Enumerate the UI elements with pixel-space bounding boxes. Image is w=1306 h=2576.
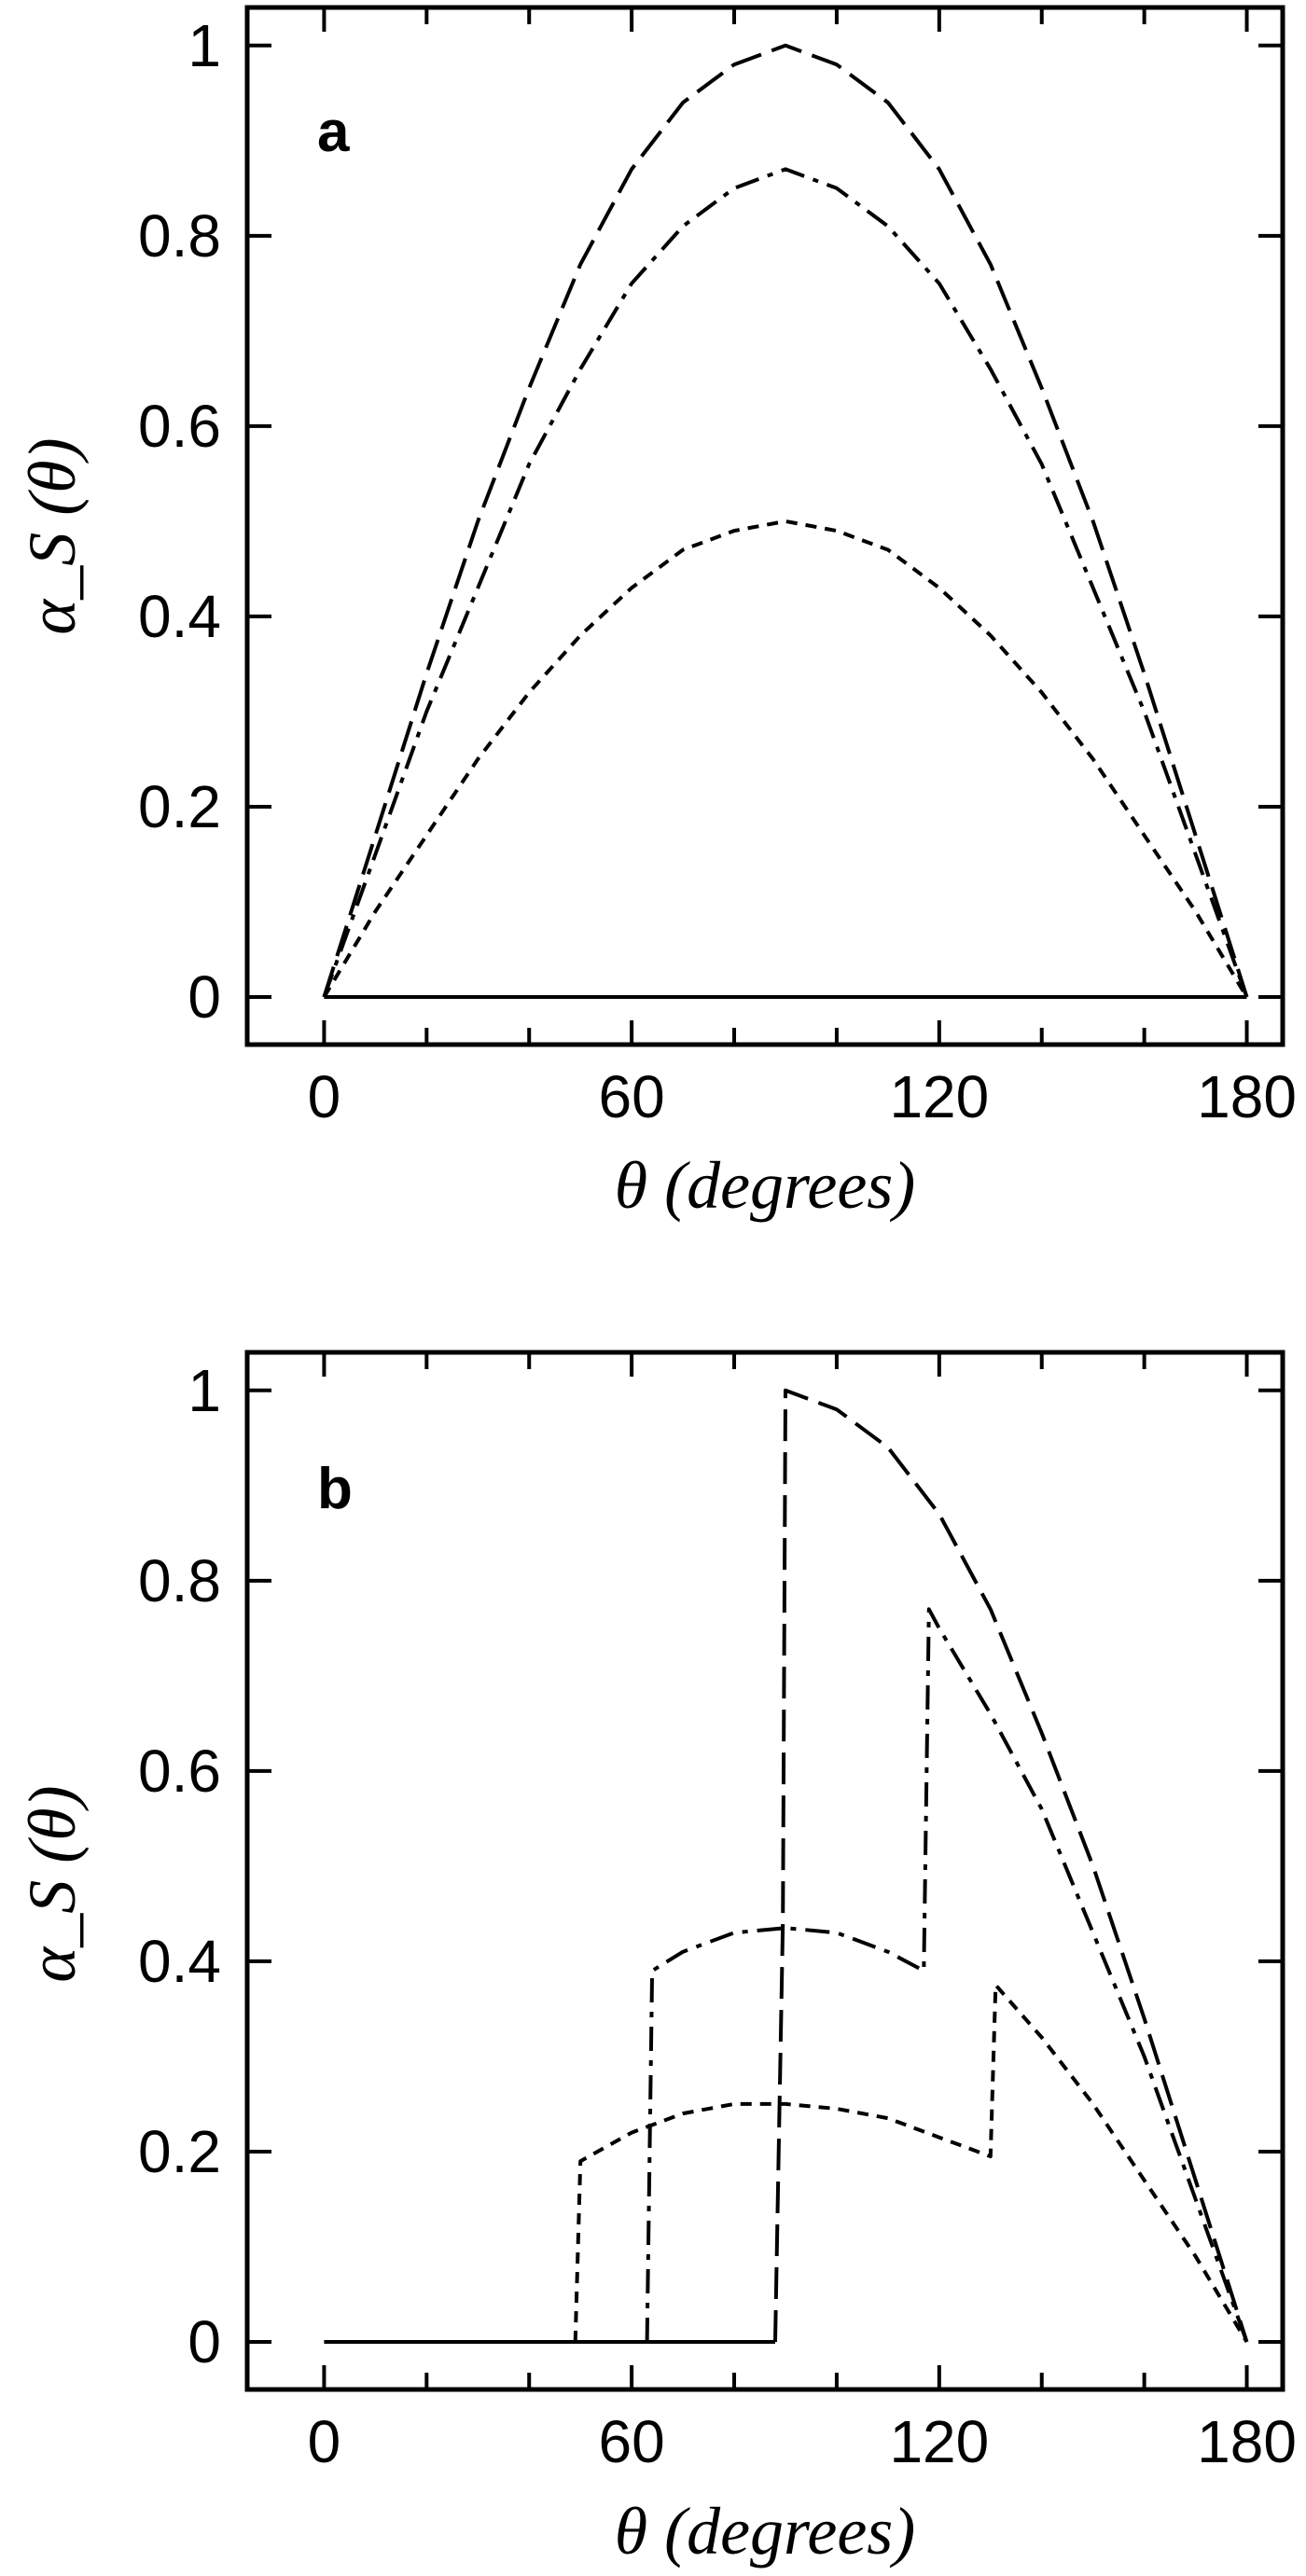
series-long-dash [322,43,1249,998]
y-tick-label: 0.6 [138,393,221,460]
y-tick-label: 0.2 [138,773,221,840]
y-tick-label: 0.6 [138,1738,221,1805]
panel-a-frame [244,5,1285,1047]
series-long-dash [773,1388,1249,2343]
y-tick-label: 0.2 [138,2118,221,2185]
panel-b-letter: b [317,1457,353,1521]
x-tick-label: 120 [889,2408,989,2475]
x-tick-label: 180 [1197,1063,1297,1130]
panel-a-ylabel: α_S (θ) [15,437,90,634]
y-tick-label: 0.8 [138,202,221,270]
panel-a-ticks: 0 60 120 180 0 0.2 0.4 0.6 0.8 1 [138,7,1297,1130]
panel-a-series [322,43,1249,999]
y-tick-label: 0.4 [138,583,221,650]
panel-b-series [324,1388,1249,2344]
x-tick-label: 60 [599,1063,665,1130]
panel-b-ticks: 0 60 120 180 0 0.2 0.4 0.6 0.8 1 [138,1352,1297,2475]
panel-a: a 0 60 120 180 0 0.2 0.4 0.6 0.8 1 θ (degrees) α_… [15,5,1297,1223]
panel-b-frame [244,1350,1285,2392]
series-short-dash [573,1983,1249,2344]
y-tick-label: 1 [188,12,221,79]
x-tick-label: 0 [308,1063,341,1130]
x-tick-label: 120 [889,1063,989,1130]
y-tick-label: 0.4 [138,1928,221,1995]
panel-a-xlabel: θ (degrees) [615,1148,916,1223]
series-dash-dot [322,167,1249,998]
series-dash-dot [645,1607,1249,2343]
series-short-dash [322,519,1249,999]
panel-b: b 0 60 120 180 0 0.2 0.4 0.6 0.8 1 θ (degrees) α_… [15,1350,1297,2569]
panel-b-ylabel: α_S (θ) [15,1785,90,1982]
panel-a-letter: a [317,100,350,164]
y-tick-label: 0 [188,963,221,1031]
x-tick-label: 60 [599,2408,665,2475]
y-tick-label: 0.8 [138,1547,221,1614]
x-tick-label: 0 [308,2408,341,2475]
x-tick-label: 180 [1197,2408,1297,2475]
y-tick-label: 1 [188,1357,221,1424]
y-tick-label: 0 [188,2308,221,2375]
panel-b-xlabel: θ (degrees) [615,2494,916,2569]
